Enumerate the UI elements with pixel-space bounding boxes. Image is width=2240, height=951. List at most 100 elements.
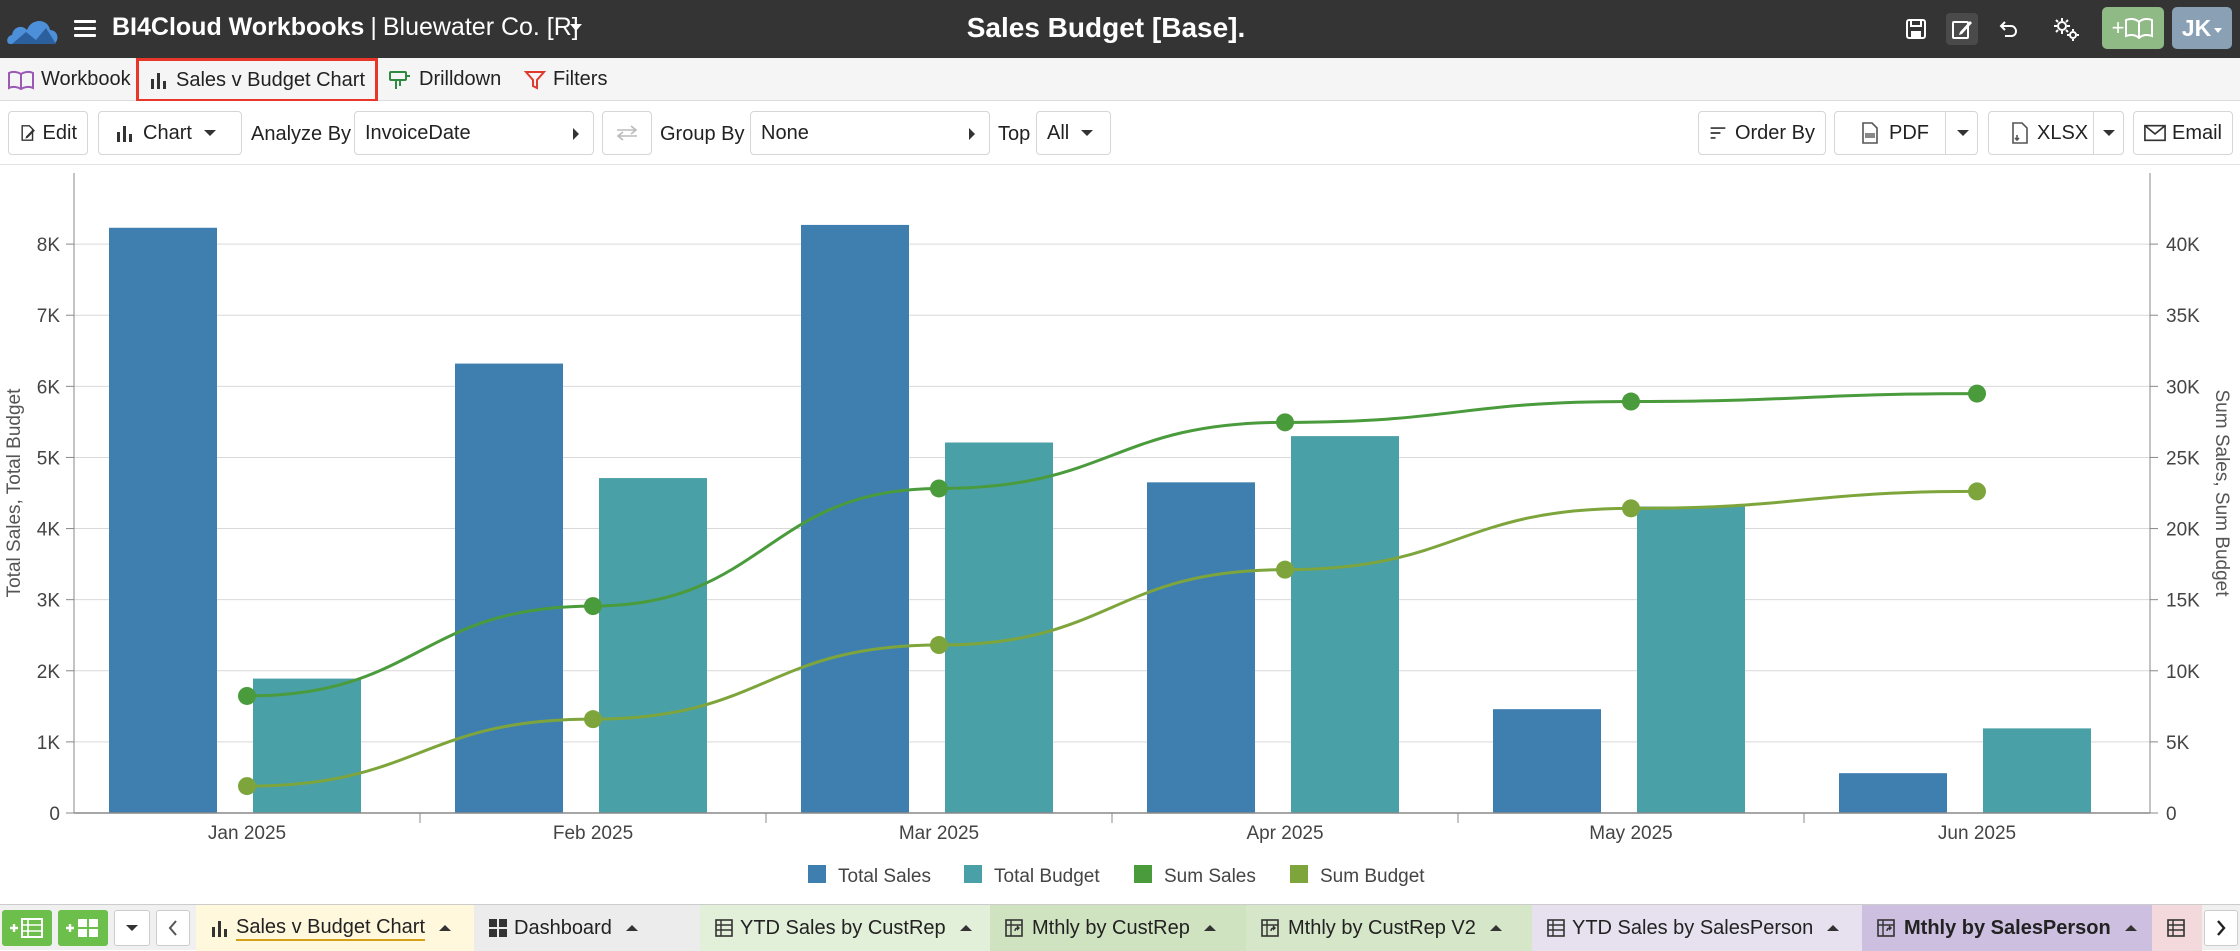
company-name[interactable]: Bluewater Co. [R]	[382, 13, 579, 41]
top-select[interactable]: All	[1036, 111, 1111, 155]
sort-lines-icon	[1710, 127, 1726, 139]
point-sum-budget	[1622, 499, 1640, 518]
xlsx-caret-icon[interactable]	[2103, 130, 2115, 136]
bar-total-sales	[1493, 709, 1601, 813]
y-tick-label: 5K	[37, 448, 61, 469]
sheet-tab-sales-chart-caret-icon	[439, 925, 451, 931]
scroll-tabs-left-button[interactable]	[156, 910, 190, 946]
bar-total-sales	[801, 224, 909, 813]
pdf-export-button[interactable]: PDF	[1834, 111, 1978, 155]
chart-legend: Total Sales Total Budget Sum Sales Sum Budg…	[808, 865, 1425, 887]
point-sum-sales	[1622, 392, 1640, 411]
drill-icon	[389, 70, 410, 89]
line-sum-sales	[246, 392, 1978, 698]
top-label: Top	[998, 123, 1031, 145]
sheet-tab-mthly-custrep-caret-icon	[1203, 925, 1216, 931]
chart-caret-icon	[203, 130, 216, 136]
y2-tick-label: 0	[2166, 804, 2177, 825]
point-sum-budget	[584, 710, 602, 729]
sheet-tab-sales-chart[interactable]: Sales v Budget Chart	[196, 905, 474, 951]
point-sum-budget	[930, 636, 948, 655]
y2-axis-title: Sum Sales, Sum Budget	[2211, 390, 2232, 598]
sheet-tab-dashboard[interactable]: Dashboard	[474, 905, 700, 951]
point-sum-sales	[1276, 413, 1294, 432]
bar-total-budget	[1637, 506, 1745, 813]
analyze-by-arrow-icon	[573, 128, 579, 140]
y-tick-label: 6K	[37, 377, 61, 398]
tab-sales-chart[interactable]: Sales v Budget Chart	[136, 58, 378, 102]
sheet-tab-mthly-salesperson-label: Mthly by SalesPerson	[1904, 916, 2111, 939]
chevron-right-icon	[2217, 920, 2226, 936]
add-sheet-button[interactable]	[2, 910, 52, 946]
chart-axes: 0 1K 2K 3K 4K 5K 6K 7K 8K 0 5K 10K 15K 20K 25K 30K 35K 40…	[4, 173, 2232, 844]
chart-type-dropdown[interactable]: Chart	[98, 111, 242, 155]
sheet-tab-ytd-custrep[interactable]: YTD Sales by CustRep	[700, 905, 990, 951]
company-dropdown-icon[interactable]	[570, 24, 582, 31]
tab-list-dropdown[interactable]	[114, 910, 150, 946]
cloud-logo-icon[interactable]	[6, 10, 60, 48]
add-workbook-label: +	[2111, 15, 2125, 40]
scroll-tabs-right-button[interactable]	[2204, 910, 2238, 946]
settings-icon[interactable]	[2050, 13, 2082, 45]
sheet-tab-mthly-salesperson[interactable]: Mthly by SalesPerson	[1862, 905, 2152, 951]
legend-swatch	[1134, 865, 1152, 883]
bar-total-budget	[945, 442, 1053, 813]
sheet-tab-mthly-salesperson-caret-icon	[2124, 925, 2137, 931]
group-by-arrow-icon	[969, 128, 975, 140]
xlsx-file-icon	[2012, 122, 2028, 144]
sheet-tab-mthly-custrep-v2[interactable]: Mthly by CustRep V2	[1246, 905, 1532, 951]
y-tick-label: 0	[49, 804, 60, 825]
save-icon[interactable]	[1900, 13, 1932, 45]
legend-label: Total Budget	[994, 866, 1100, 887]
tab-filters[interactable]: Filters	[524, 58, 607, 101]
y2-tick-label: 15K	[2166, 591, 2200, 612]
user-menu-button[interactable]: JK	[2172, 7, 2232, 49]
edit-icon[interactable]	[1946, 13, 1978, 45]
y-tick-label: 8K	[37, 235, 61, 256]
order-by-button[interactable]: Order By	[1698, 111, 1826, 155]
sheet-tab-ytd-salesperson[interactable]: YTD Sales by SalesPerson	[1532, 905, 1862, 951]
add-sheet-icon	[10, 918, 43, 938]
x-tick-label: Jun 2025	[1938, 823, 2016, 844]
email-button[interactable]: Email	[2133, 111, 2233, 155]
add-dashboard-button[interactable]	[58, 910, 108, 946]
bar-total-sales	[1147, 482, 1255, 813]
pivot-icon	[1261, 919, 1279, 937]
chart-lines	[238, 384, 1986, 796]
table-icon	[1547, 919, 1565, 937]
app-name: BI4Cloud Workbooks	[112, 13, 365, 41]
chart-bars	[109, 224, 2091, 813]
tab-workbook-label: Workbook	[41, 68, 131, 90]
sheet-tab-ytd-salesperson-label: YTD Sales by SalesPerson	[1572, 916, 1814, 939]
menu-icon[interactable]	[74, 17, 96, 39]
tab-workbook[interactable]: Workbook	[8, 58, 131, 101]
point-sum-budget	[1968, 482, 1986, 501]
sheet-tab-overflow[interactable]	[2152, 905, 2202, 951]
add-workbook-button[interactable]: +	[2102, 7, 2164, 49]
point-sum-sales	[238, 686, 256, 705]
open-book-icon	[2125, 17, 2154, 39]
group-by-select[interactable]: None	[750, 111, 990, 155]
edit-button[interactable]: Edit	[8, 111, 88, 155]
tab-sales-chart-label: Sales v Budget Chart	[176, 68, 365, 91]
swap-axes-button[interactable]	[602, 111, 652, 155]
bar-chart-icon	[212, 921, 227, 937]
user-initials: JK	[2181, 14, 2212, 41]
bar-total-budget	[253, 678, 361, 813]
y2-tick-label: 20K	[2166, 520, 2200, 541]
tab-drilldown[interactable]: Drilldown	[388, 58, 501, 101]
sheet-tab-mthly-custrep[interactable]: Mthly by CustRep	[990, 905, 1246, 951]
chart-type-label: Chart	[143, 121, 192, 144]
top-value: All	[1047, 121, 1070, 144]
xlsx-export-button[interactable]: XLSX	[1988, 111, 2124, 155]
analyze-by-label: Analyze By	[251, 123, 352, 145]
email-label: Email	[2171, 121, 2222, 144]
pdf-caret-icon[interactable]	[1957, 130, 1969, 136]
pdf-file-icon	[1862, 122, 1878, 144]
y2-tick-label: 5K	[2166, 733, 2190, 754]
bar-total-budget	[599, 478, 707, 813]
analyze-by-select[interactable]: InvoiceDate	[354, 111, 594, 155]
x-tick-label: May 2025	[1589, 823, 1672, 844]
y2-tick-label: 40K	[2166, 235, 2200, 256]
undo-icon[interactable]	[1992, 13, 2024, 45]
